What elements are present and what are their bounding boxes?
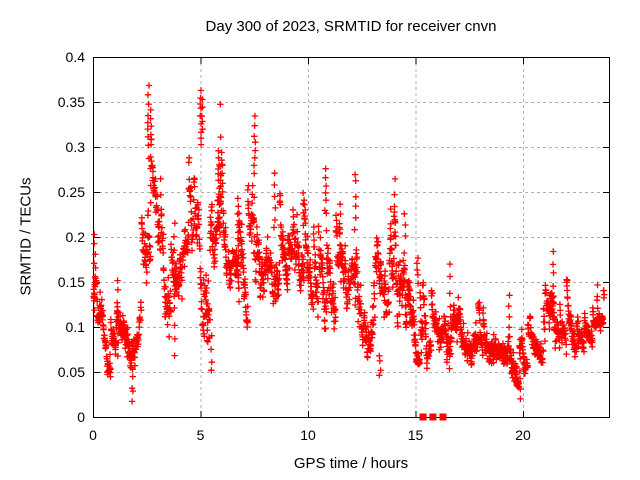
zero-value-square-marker [429,413,437,421]
y-tick-label: 0.3 [66,139,86,155]
x-tick-label: 5 [197,427,205,443]
zero-value-square-marker [419,413,427,421]
y-axis-label: SRMTID / TECUs [17,177,35,296]
y-tick-label: 0.25 [58,184,85,200]
x-tick-label: 10 [300,427,316,443]
y-tick-label: 0.15 [58,274,85,290]
y-tick-label: 0.1 [66,319,86,335]
x-tick-label: 15 [408,427,424,443]
y-tick-label: 0.4 [66,49,86,65]
y-tick-label: 0.35 [58,94,85,110]
y-tick-label: 0.2 [66,229,86,245]
x-axis-label: GPS time / hours [293,455,409,472]
scatter-points [90,82,608,405]
y-tick-label: 0 [77,409,85,425]
zero-value-square-marker [439,413,447,421]
grid-lines [93,57,609,417]
tick-marks [93,57,609,418]
x-tick-label: 0 [89,427,97,443]
x-tick-label: 20 [515,427,531,443]
plot-border [93,57,610,418]
chart-title: Day 300 of 2023, SRMTID for receiver cnv… [205,18,497,35]
y-tick-label: 0.05 [58,364,85,380]
